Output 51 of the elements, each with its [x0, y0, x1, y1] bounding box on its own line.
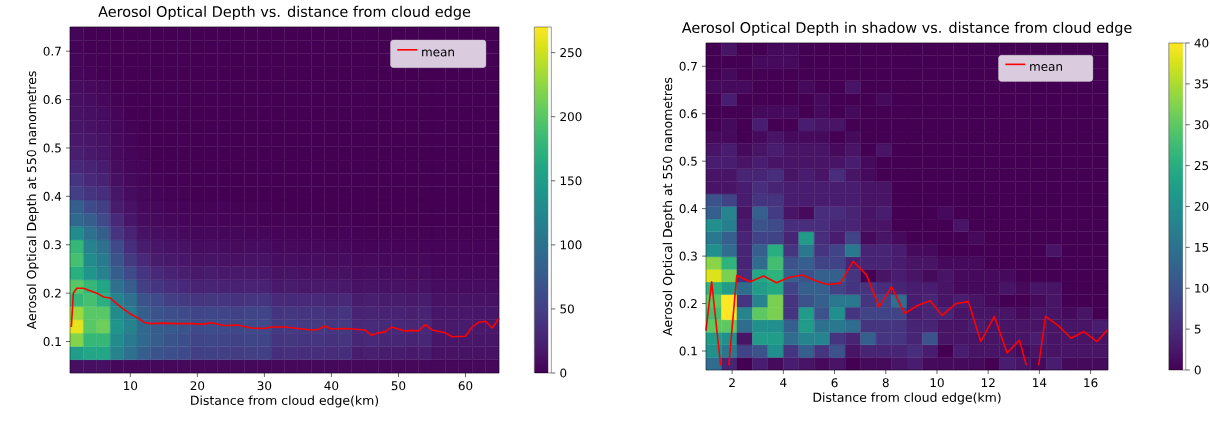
x-tick-label: 60 [458, 381, 473, 391]
x-tick-label: 12 [981, 378, 995, 388]
chart-title: Aerosol Optical Depth in shadow vs. distance from cloud edge [681, 21, 1132, 36]
color-bar-label: 50 [560, 304, 574, 314]
x-axis-title: Distance from cloud edge(km) [191, 395, 379, 408]
color-bar-label: 250 [560, 48, 582, 58]
x-tick-label: 30 [257, 381, 272, 391]
x-tick-label: 8 [882, 378, 889, 388]
color-bar-label: 25 [1194, 161, 1209, 171]
y-tick-label: 0.2 [43, 288, 61, 298]
color-bar-label: 10 [1195, 283, 1209, 293]
color-bar-label: 35 [1194, 79, 1209, 89]
x-tick-label: 10 [930, 378, 944, 388]
x-tick-label: 16 [1084, 378, 1098, 388]
color-bar-label: 0 [1194, 365, 1201, 375]
y-tick-label: 0.6 [43, 95, 62, 105]
y-axis-title: Aerosol Optical Depth at 550 nanometres [662, 77, 675, 336]
color-bar-label: 15 [1195, 242, 1209, 252]
y-tick-label: 0.2 [679, 299, 697, 309]
color-bar-label: 40 [1194, 38, 1209, 48]
y-tick-label: 0.4 [43, 191, 62, 201]
y-tick-label: 0.4 [679, 204, 698, 214]
x-tick-label: 6 [831, 378, 838, 388]
y-tick-label: 0.7 [679, 61, 697, 71]
x-tick-label: 50 [391, 381, 406, 391]
color-bar-label: 0 [560, 368, 567, 378]
color-bar-label: 30 [1194, 120, 1209, 130]
color-bar-label: 20 [1194, 201, 1209, 212]
y-tick-label: 0.3 [43, 240, 61, 250]
color-bar-label: 100 [560, 240, 582, 250]
legend-label: mean [422, 49, 454, 57]
y-tick-label: 0.1 [679, 346, 697, 356]
x-axis-title: Distance from cloud edge(km) [813, 392, 1001, 405]
color-bar-label: 200 [560, 112, 582, 122]
x-tick-label: 10 [124, 381, 138, 391]
color-bar-label: 150 [560, 176, 582, 186]
y-axis-title: Aerosol Optical Depth at 550 nanometres [26, 71, 39, 330]
x-tick-label: 2 [729, 378, 735, 388]
x-tick-label: 20 [190, 381, 205, 391]
x-tick-label: 4 [780, 378, 787, 387]
y-tick-label: 0.3 [679, 251, 697, 261]
y-tick-label: 0.5 [43, 143, 61, 153]
y-tick-label: 0.7 [43, 46, 61, 56]
chart-title: Aerosol Optical Depth vs. distance from cloud edge [98, 5, 471, 20]
x-tick-label: 14 [1033, 378, 1047, 387]
legend-label: mean [1030, 64, 1062, 71]
color-bar-label: 5 [1194, 324, 1201, 334]
y-tick-label: 0.1 [43, 337, 61, 347]
x-tick-label: 40 [324, 381, 339, 391]
y-tick-label: 0.5 [679, 156, 697, 166]
y-tick-label: 0.6 [679, 109, 698, 119]
